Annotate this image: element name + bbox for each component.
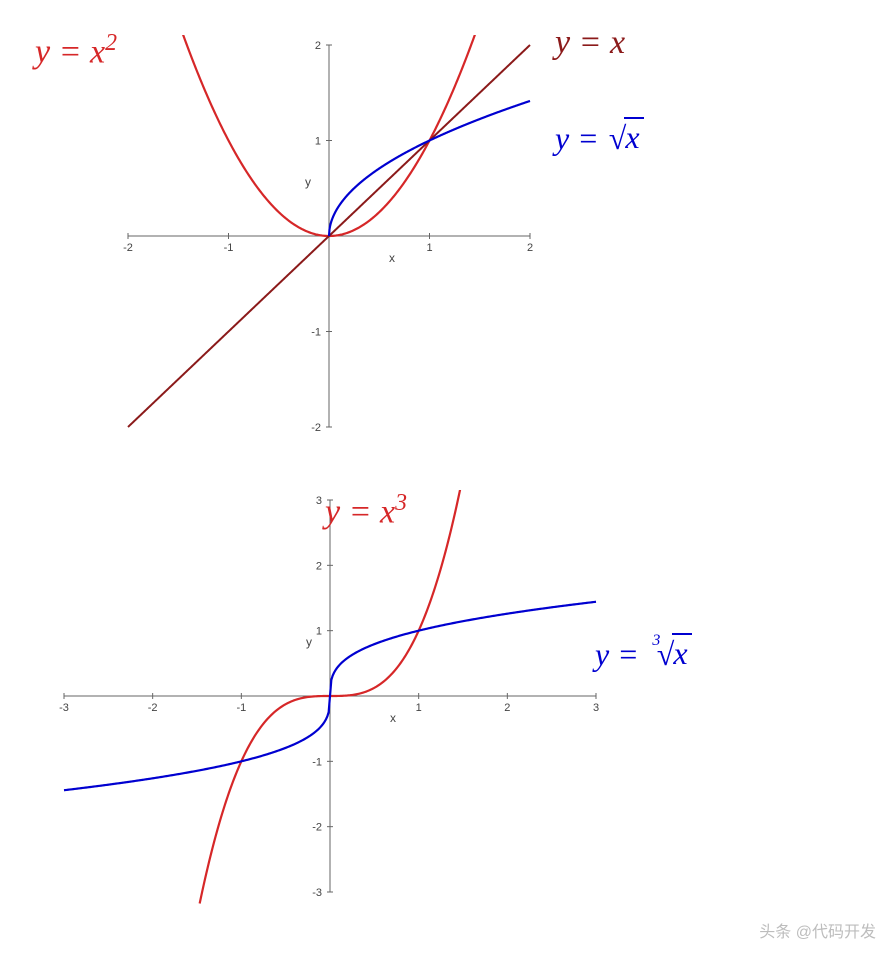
- y-tick-label: -1: [312, 756, 322, 768]
- chart-top: -2 -1 1 2 -2 -1 1 2 x y: [100, 35, 540, 460]
- y-tick-label: -1: [311, 327, 321, 339]
- chart-bottom-label-1: y = 3√x: [595, 636, 692, 673]
- y-axis-label: y: [305, 175, 311, 189]
- chart-bottom: -3 -2 -1 1 2 3 -3 -2 -1 1 2 3 x y: [36, 490, 606, 925]
- y-tick-label: -3: [312, 887, 322, 899]
- chart-bottom-label-0: y = x3: [325, 490, 407, 531]
- chart-top-label-0: y = x2: [35, 30, 117, 71]
- x-tick-label: -1: [236, 702, 246, 714]
- chart-top-label-1: y = x: [555, 24, 625, 62]
- chart-bottom-svg: -3 -2 -1 1 2 3 -3 -2 -1 1 2 3 x y: [36, 490, 606, 920]
- y-tick-label: 3: [316, 495, 322, 507]
- chart-top-label-2: y = √x: [555, 120, 644, 157]
- y-tick-label: -2: [311, 422, 321, 434]
- x-tick-label: -3: [59, 702, 69, 714]
- x-tick-label: -2: [123, 242, 133, 254]
- x-tick-label: -2: [148, 702, 158, 714]
- curve-sqrt: [329, 101, 530, 236]
- footer-watermark: 头条 @代码开发: [759, 918, 876, 942]
- chart-top-svg: -2 -1 1 2 -2 -1 1 2 x y: [100, 35, 540, 455]
- y-axis-label: y: [306, 635, 312, 649]
- y-tick-label: -2: [312, 822, 322, 834]
- x-axis-label: x: [389, 251, 395, 265]
- x-tick-label: 2: [527, 242, 533, 254]
- y-tick-label: 1: [315, 136, 321, 148]
- x-tick-label: -1: [224, 242, 234, 254]
- y-tick-label: 2: [315, 40, 321, 52]
- x-tick-label: 1: [426, 242, 432, 254]
- x-tick-label: 1: [416, 702, 422, 714]
- x-axis-label: x: [390, 711, 396, 725]
- x-tick-label: 3: [593, 702, 599, 714]
- x-tick-label: 2: [504, 702, 510, 714]
- y-tick-label: 2: [316, 560, 322, 572]
- y-tick-label: 1: [316, 626, 322, 638]
